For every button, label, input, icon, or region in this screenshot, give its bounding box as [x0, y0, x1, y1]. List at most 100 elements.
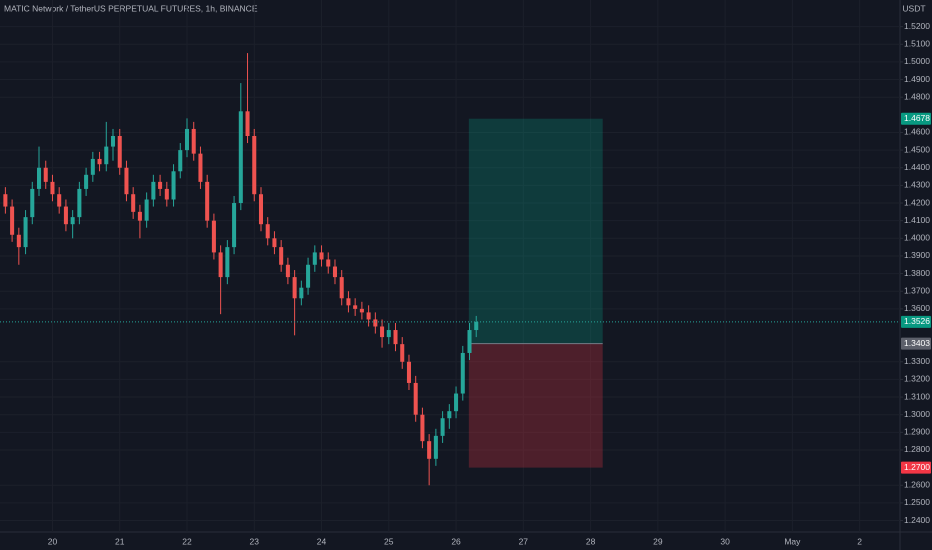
- candle-body: [57, 194, 62, 207]
- stop-label: 1.2700: [904, 462, 930, 472]
- x-tick-label: May: [784, 536, 801, 546]
- y-tick-label: 1.3900: [904, 250, 930, 260]
- candle-body: [467, 330, 472, 353]
- y-tick-label: 1.2900: [904, 427, 930, 437]
- candle-body: [319, 252, 324, 260]
- candle-body: [178, 150, 183, 172]
- y-tick-label: 1.5200: [904, 21, 930, 31]
- y-tick-label: 1.3200: [904, 374, 930, 384]
- x-tick-label: 24: [317, 536, 327, 546]
- y-tick-label: 1.2500: [904, 497, 930, 507]
- stop-badge: [901, 461, 931, 474]
- candle-body: [232, 203, 237, 248]
- x-tick-label: 25: [384, 536, 394, 546]
- y-tick-label: 1.4900: [904, 74, 930, 84]
- candle-body: [77, 188, 82, 218]
- y-tick-label: 1.4800: [904, 91, 930, 101]
- candle-body: [211, 220, 216, 253]
- entry-label: 1.3403: [904, 338, 930, 348]
- candle-body: [191, 128, 196, 154]
- candle-body: [104, 146, 109, 165]
- candle-body: [110, 135, 116, 147]
- y-tick-label: 1.2800: [904, 444, 930, 454]
- candle-body: [312, 252, 317, 265]
- y-tick-label: 1.4000: [904, 233, 930, 243]
- candle-body: [353, 305, 358, 309]
- y-tick-label: 1.3700: [904, 285, 930, 295]
- candle-body: [292, 277, 297, 299]
- candle-body: [43, 167, 48, 182]
- candle-body: [97, 158, 102, 165]
- y-tick-label: 1.4300: [904, 180, 930, 190]
- candle-body: [184, 128, 190, 151]
- x-tick-label: 30: [720, 536, 730, 546]
- y-tick-label: 1.4100: [904, 215, 930, 225]
- candle-body: [380, 326, 385, 338]
- candle-body: [84, 174, 89, 189]
- candle-body: [144, 199, 149, 221]
- candle-body: [366, 312, 371, 320]
- candle-body: [346, 298, 351, 306]
- candle-body: [16, 234, 21, 248]
- candle-body: [158, 181, 163, 189]
- candle-body: [265, 224, 270, 239]
- candle-body: [279, 247, 284, 265]
- x-tick-label: 29: [653, 536, 663, 546]
- target-label: 1.4678: [904, 113, 930, 123]
- target-zone: [468, 118, 603, 344]
- y-tick-label: 1.3100: [904, 391, 930, 401]
- candle-body: [50, 181, 55, 195]
- candle-body: [171, 171, 176, 200]
- candle-body: [23, 217, 28, 248]
- candle-body: [252, 135, 257, 195]
- candle-body: [326, 259, 331, 267]
- candle-body: [218, 252, 223, 278]
- candle-body: [373, 319, 378, 327]
- candle-body: [460, 352, 465, 394]
- candle-body: [164, 188, 169, 200]
- x-tick-label: 20: [48, 536, 58, 546]
- candle-body: [70, 217, 75, 225]
- candle-body: [90, 158, 95, 175]
- x-tick-label: 23: [250, 536, 260, 546]
- candle-body: [420, 414, 425, 442]
- last-price-badge: [901, 315, 931, 328]
- last-price-label: 1.3526: [904, 316, 930, 326]
- candle-body: [131, 194, 136, 212]
- candle-body: [198, 153, 203, 182]
- candle-body: [245, 111, 250, 136]
- target-badge: [901, 112, 931, 125]
- candle-body: [413, 382, 418, 415]
- candle-body: [406, 361, 411, 383]
- entry-badge: [901, 337, 931, 350]
- x-tick-label: 28: [586, 536, 596, 546]
- candle-body: [433, 435, 438, 459]
- x-tick-label: 27: [519, 536, 529, 546]
- candle-body: [339, 277, 344, 299]
- stop-zone: [468, 343, 603, 468]
- x-tick-label: 26: [451, 536, 461, 546]
- chart-title: MATIC Network / TetherUS PERPETUAL FUTUR…: [4, 3, 258, 13]
- candle-body: [36, 167, 42, 189]
- candle-body: [285, 264, 290, 278]
- y-tick-label: 1.3300: [904, 356, 930, 366]
- candle-body: [299, 287, 304, 299]
- candle-body: [454, 393, 459, 412]
- candle-body: [117, 135, 122, 168]
- candle-body: [474, 321, 479, 331]
- candle-body: [205, 181, 210, 221]
- candle-body: [386, 330, 391, 338]
- candle-body: [332, 266, 337, 278]
- candle-body: [258, 194, 264, 225]
- candle-body: [447, 411, 452, 419]
- candle-body: [10, 206, 15, 235]
- y-tick-label: 1.2600: [904, 480, 930, 490]
- candle-body: [63, 206, 68, 225]
- candle-body: [225, 247, 230, 278]
- currency-label: USDT: [902, 3, 925, 13]
- candle-body: [306, 264, 311, 288]
- y-tick-label: 1.4600: [904, 127, 930, 137]
- candle-body: [359, 308, 364, 313]
